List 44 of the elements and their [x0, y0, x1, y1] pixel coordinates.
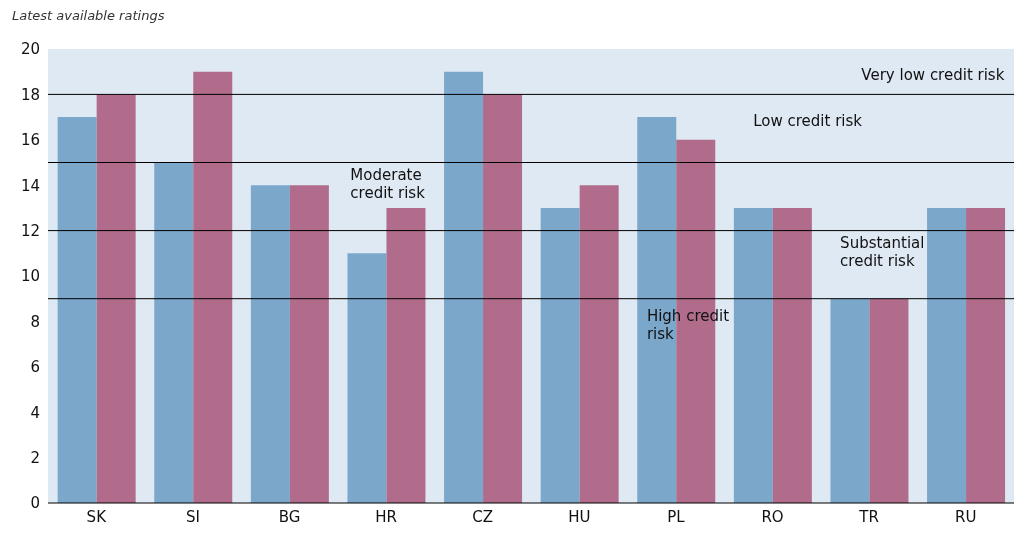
x-tick-label: BG: [278, 507, 301, 526]
y-tick-label: 14: [20, 176, 40, 195]
y-tick-label: 12: [20, 221, 40, 240]
y-tick-label: 20: [20, 40, 40, 59]
x-tick-label: HU: [568, 507, 591, 526]
bar: [386, 207, 426, 503]
bar: [154, 162, 194, 503]
chart-subtitle: Latest available ratings: [12, 8, 166, 23]
x-tick-label: PL: [667, 507, 686, 526]
annotation: Very low credit risk: [861, 66, 1005, 85]
x-tick-label: SK: [86, 507, 108, 526]
bar: [444, 71, 484, 503]
bar: [57, 117, 97, 503]
x-tick-label: TR: [858, 507, 879, 526]
y-tick-label: 10: [20, 267, 40, 286]
x-tick-label: CZ: [472, 507, 494, 526]
y-tick-label: 8: [30, 312, 40, 331]
bar: [772, 207, 812, 503]
bar: [96, 94, 136, 503]
bar: [579, 185, 619, 503]
annotation: Low credit risk: [753, 111, 863, 130]
y-tick-label: 6: [30, 358, 40, 377]
annotation: Moderate credit risk: [350, 166, 426, 203]
x-tick-label: HR: [375, 507, 397, 526]
annotation: Substantial credit risk: [840, 234, 925, 271]
bar: [540, 207, 580, 503]
y-tick-label: 18: [20, 85, 40, 104]
bar: [927, 207, 967, 503]
bar: [193, 71, 233, 503]
bar: [250, 185, 290, 503]
x-tick-label: SI: [185, 507, 200, 526]
bar: [869, 298, 909, 503]
bar: [830, 298, 870, 503]
bar: [966, 207, 1006, 503]
y-tick-label: 0: [30, 494, 40, 513]
y-tick-label: 2: [30, 448, 40, 467]
bar: [733, 207, 773, 503]
x-tick-label: RO: [761, 507, 784, 526]
y-tick-label: 4: [30, 403, 40, 422]
bar: [289, 185, 329, 503]
bar: [483, 94, 523, 503]
y-tick-label: 16: [20, 131, 40, 150]
x-tick-label: RU: [955, 507, 977, 526]
bar: [347, 253, 387, 503]
